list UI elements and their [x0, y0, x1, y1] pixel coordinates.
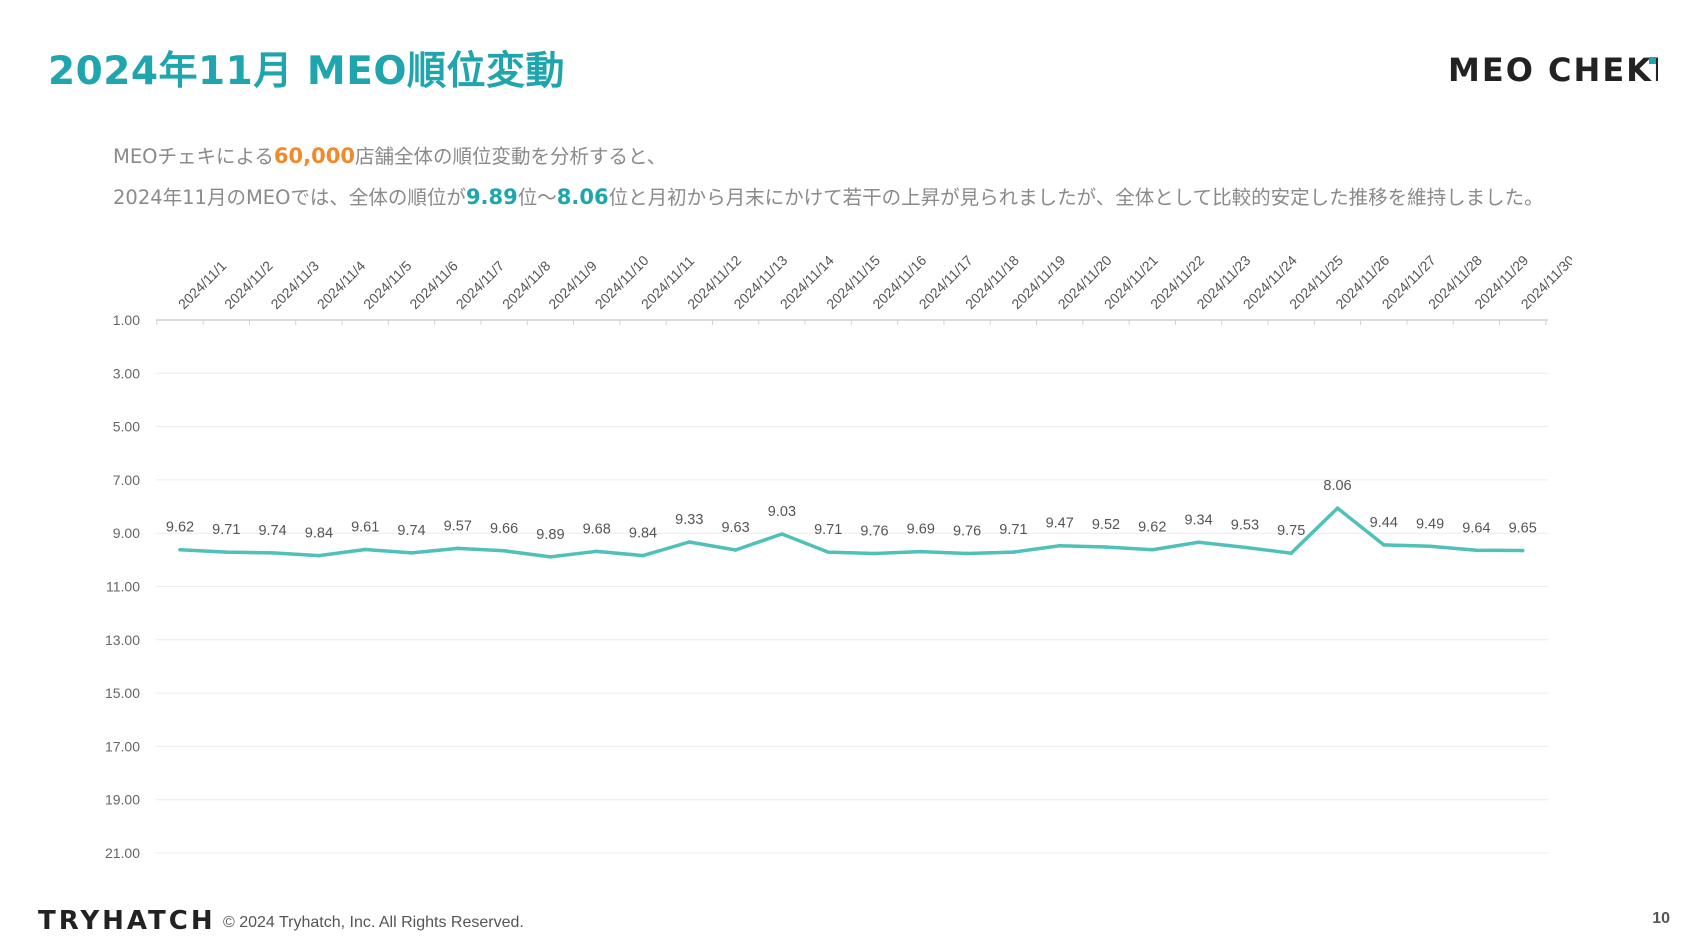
x-tick-label: 2024/11/3 — [267, 257, 322, 312]
y-tick-label: 3.00 — [113, 365, 140, 381]
data-point — [641, 553, 645, 558]
data-label: 9.76 — [953, 523, 981, 539]
data-label: 9.57 — [444, 518, 472, 534]
data-label: 9.62 — [1138, 520, 1166, 536]
data-point — [687, 540, 692, 544]
meo-cheki-logo: MEO CHEKI — [1448, 48, 1658, 88]
data-label: 9.63 — [721, 520, 749, 536]
y-tick-label: 1.00 — [113, 312, 140, 328]
data-label: 9.34 — [1184, 512, 1212, 528]
data-label: 9.65 — [1509, 521, 1537, 537]
data-label: 9.47 — [1046, 516, 1074, 532]
data-point — [1196, 540, 1201, 545]
data-point — [1474, 548, 1479, 553]
data-point — [965, 551, 969, 556]
store-count: 60,000 — [273, 144, 355, 168]
x-tick-label: 2024/11/4 — [314, 257, 369, 312]
data-point — [1011, 550, 1016, 554]
data-label: 8.06 — [1323, 478, 1351, 494]
summary-text: MEOチェキによる60,000店舗全体の順位変動を分析すると、 2024年11月… — [113, 136, 1544, 218]
data-point — [1057, 543, 1062, 548]
data-label: 9.84 — [629, 526, 657, 542]
data-label: 9.64 — [1462, 520, 1490, 536]
data-label: 9.66 — [490, 521, 518, 537]
y-tick-label: 19.00 — [105, 792, 140, 808]
data-point — [1289, 551, 1293, 555]
y-tick-label: 15.00 — [105, 685, 140, 701]
data-label: 9.49 — [1416, 516, 1444, 532]
data-label: 9.44 — [1370, 515, 1398, 531]
y-tick-label: 9.00 — [113, 525, 140, 541]
data-point — [224, 550, 229, 554]
data-label: 9.74 — [258, 523, 286, 539]
data-label: 9.61 — [351, 519, 379, 535]
x-tick-label: 2024/11/9 — [545, 257, 600, 312]
rank-chart: 1.00 3.00 5.00 7.00 9.00 11.00 13.00 15.00 17.00… — [0, 220, 1684, 880]
data-label: 9.71 — [814, 522, 842, 538]
y-tick-label: 21.00 — [105, 845, 140, 861]
rank-high: 8.06 — [556, 185, 609, 209]
data-label: 9.62 — [166, 520, 194, 536]
data-point — [1382, 543, 1386, 547]
x-labels: 2024/11/12024/11/22024/11/32024/11/42024… — [175, 252, 1572, 312]
data-point — [409, 551, 414, 555]
data-point — [594, 549, 599, 554]
y-tick-label: 7.00 — [113, 472, 140, 488]
data-point — [1150, 547, 1155, 552]
x-tick-label: 2024/11/7 — [453, 257, 508, 312]
data-label: 9.71 — [999, 522, 1027, 538]
data-label: 9.68 — [583, 521, 611, 537]
data-point — [826, 550, 830, 554]
y-tick-label: 5.00 — [113, 419, 140, 435]
data-point — [270, 551, 275, 555]
copyright: © 2024 Tryhatch, Inc. All Rights Reserve… — [223, 914, 524, 931]
data-label: 9.69 — [907, 522, 935, 538]
data-label: 9.71 — [212, 522, 240, 538]
series-line — [179, 506, 1523, 559]
data-label: 9.84 — [305, 526, 333, 542]
data-label: 9.03 — [768, 504, 796, 520]
data-label: 9.75 — [1277, 523, 1305, 539]
tryhatch-logo: TRYHATCH — [38, 906, 216, 936]
x-tick-label: 2024/11/8 — [499, 257, 554, 312]
summary-line-2: 2024年11月のMEOでは、全体の順位が9.89位〜8.06位と月初から月末に… — [113, 185, 1544, 209]
x-tick-label: 2024/11/1 — [175, 257, 230, 312]
data-point — [178, 547, 182, 552]
data-label: 9.52 — [1092, 517, 1120, 533]
summary-line-1: MEOチェキによる60,000店舗全体の順位変動を分析すると、 — [113, 144, 667, 168]
data-point — [919, 549, 923, 554]
data-point — [548, 555, 553, 559]
x-tick-label: 2024/11/6 — [406, 257, 461, 312]
line-chart-svg: 1.00 3.00 5.00 7.00 9.00 11.00 13.00 15.00 17.00… — [105, 252, 1572, 861]
y-tick-label: 17.00 — [105, 738, 140, 754]
data-point — [780, 532, 784, 536]
data-point — [317, 553, 321, 558]
data-point — [1335, 506, 1340, 510]
data-label: 9.76 — [860, 523, 888, 539]
y-tick-label: 11.00 — [106, 579, 140, 595]
data-point — [733, 548, 738, 552]
data-label: 9.53 — [1231, 517, 1259, 533]
data-label: 9.89 — [536, 527, 564, 543]
logo-accent-dot — [1649, 57, 1656, 64]
data-point — [1520, 548, 1525, 553]
data-point — [456, 546, 460, 551]
data-point — [872, 551, 877, 556]
y-tick-label: 13.00 — [105, 632, 140, 648]
x-tick-label: 2024/11/2 — [221, 257, 276, 312]
logo-text: MEO CHEKI — [1448, 51, 1658, 88]
x-tick-label: 2024/11/5 — [360, 257, 415, 312]
data-point — [1104, 545, 1108, 549]
rank-low: 9.89 — [465, 185, 518, 209]
page-number: 10 — [1652, 910, 1670, 927]
data-point — [363, 547, 368, 552]
data-point — [1243, 545, 1247, 550]
data-point — [1428, 544, 1432, 549]
data-label: 9.74 — [397, 523, 425, 539]
data-label: 9.33 — [675, 512, 703, 528]
page-title: 2024年11月 MEO順位変動 — [48, 49, 565, 94]
data-point — [502, 548, 506, 553]
